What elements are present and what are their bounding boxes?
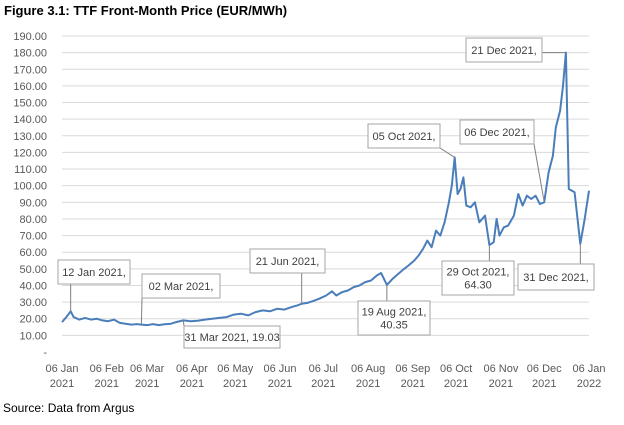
callout-box bbox=[465, 37, 543, 63]
y-tick-label: 70.00 bbox=[19, 231, 47, 243]
x-tick-label: 06 Jan bbox=[45, 363, 78, 375]
x-tick-label: 06 Mar bbox=[130, 363, 165, 375]
callout-box bbox=[441, 260, 515, 296]
callout-label: 05 Oct 2021, bbox=[373, 131, 436, 143]
y-tick-label: 170.00 bbox=[13, 64, 47, 76]
y-tick-label: - bbox=[43, 347, 47, 359]
callout-label: 31 Mar 2021, 19.03 bbox=[184, 332, 279, 344]
annotations: 12 Jan 2021, 02 Mar 2021, 31 Mar 2021, 19.… bbox=[57, 37, 595, 349]
y-tick-label: 60.00 bbox=[19, 247, 47, 259]
x-tick-year: 2021 bbox=[444, 378, 468, 390]
x-tick-year: 2021 bbox=[223, 378, 247, 390]
callout-leader bbox=[182, 320, 185, 327]
callout-box bbox=[357, 300, 431, 336]
y-tick-label: 140.00 bbox=[13, 114, 47, 126]
y-tick-label: 100.00 bbox=[13, 181, 47, 193]
callout-leader bbox=[533, 143, 545, 203]
callout-box bbox=[249, 248, 326, 274]
x-tick-year: 2021 bbox=[180, 378, 204, 390]
y-tick-label: 20.00 bbox=[19, 314, 47, 326]
x-tick-label: 06 Jan bbox=[572, 363, 605, 375]
x-tick-year: 2021 bbox=[50, 378, 74, 390]
callout-label: 06 Dec 2021, bbox=[464, 127, 529, 139]
callout-box bbox=[367, 123, 441, 149]
callout-label: 19 Aug 2021, bbox=[362, 307, 427, 319]
x-tick-label: 06 Aug bbox=[351, 363, 385, 375]
x-tick-year: 2021 bbox=[489, 378, 513, 390]
y-tick-label: 80.00 bbox=[19, 214, 47, 226]
y-tick-label: 190.00 bbox=[13, 31, 47, 43]
x-tick-label: 06 Sep bbox=[395, 363, 430, 375]
y-tick-label: 130.00 bbox=[13, 131, 47, 143]
x-tick-label: 06 Jul bbox=[309, 363, 338, 375]
callout-label: 31 Dec 2021, bbox=[523, 272, 588, 284]
y-tick-label: 110.00 bbox=[14, 164, 47, 176]
y-tick-label: 90.00 bbox=[19, 197, 47, 209]
x-tick-year: 2021 bbox=[95, 378, 119, 390]
x-tick-year: 2021 bbox=[268, 378, 292, 390]
y-tick-label: 10.00 bbox=[19, 330, 47, 342]
x-tick-label: 06 Feb bbox=[90, 363, 124, 375]
callout-leader bbox=[439, 147, 455, 158]
callout-leader bbox=[140, 297, 143, 325]
callout-label: 12 Jan 2021, bbox=[62, 267, 126, 279]
x-tick-label: 06 Jun bbox=[264, 363, 297, 375]
x-tick-year: 2021 bbox=[356, 378, 380, 390]
x-tick-label: 06 Apr bbox=[176, 363, 208, 375]
x-axis: 06 Jan 2021 06 Feb 2021 06 Mar 2021 06 Apr 2021… bbox=[45, 363, 605, 390]
x-tick-year: 2022 bbox=[577, 378, 601, 390]
callout-box bbox=[459, 119, 535, 145]
y-tick-label: 50.00 bbox=[19, 264, 47, 276]
y-tick-label: 150.00 bbox=[13, 98, 47, 110]
y-tick-label: 120.00 bbox=[13, 147, 47, 159]
source-note: Source: Data from Argus bbox=[3, 401, 135, 415]
x-tick-label: 06 May bbox=[217, 363, 254, 375]
x-tick-year: 2021 bbox=[532, 378, 556, 390]
series-layer bbox=[61, 51, 590, 327]
x-tick-year: 2021 bbox=[135, 378, 159, 390]
y-tick-label: 30.00 bbox=[19, 297, 47, 309]
x-tick-year: 2021 bbox=[311, 378, 335, 390]
callout-label: 02 Mar 2021, bbox=[149, 281, 214, 293]
y-tick-label: 160.00 bbox=[13, 81, 47, 93]
callout-label: 64.30 bbox=[464, 280, 492, 292]
callout-box bbox=[57, 259, 131, 285]
price-series-line bbox=[61, 51, 590, 327]
callout-label: 40.35 bbox=[380, 320, 408, 332]
callout-label: 21 Dec 2021, bbox=[471, 45, 536, 57]
figure-title: Figure 3.1: TTF Front-Month Price (EUR/M… bbox=[4, 3, 288, 18]
callout-box bbox=[517, 263, 595, 291]
x-tick-label: 06 Dec bbox=[527, 363, 562, 375]
y-tick-label: 180.00 bbox=[13, 48, 47, 60]
y-axis: 190.00 180.00 170.00 160.00 150.00 140.00 130.… bbox=[13, 31, 47, 359]
callout-box bbox=[141, 273, 221, 299]
callout-label: 21 Jun 2021, bbox=[256, 256, 320, 268]
x-tick-year: 2021 bbox=[401, 378, 425, 390]
x-tick-label: 06 Nov bbox=[483, 363, 518, 375]
y-tick-label: 40.00 bbox=[19, 280, 47, 292]
callout-box bbox=[183, 325, 281, 349]
x-tick-label: 06 Oct bbox=[440, 363, 472, 375]
callout-label: 29 Oct 2021, bbox=[447, 267, 510, 279]
